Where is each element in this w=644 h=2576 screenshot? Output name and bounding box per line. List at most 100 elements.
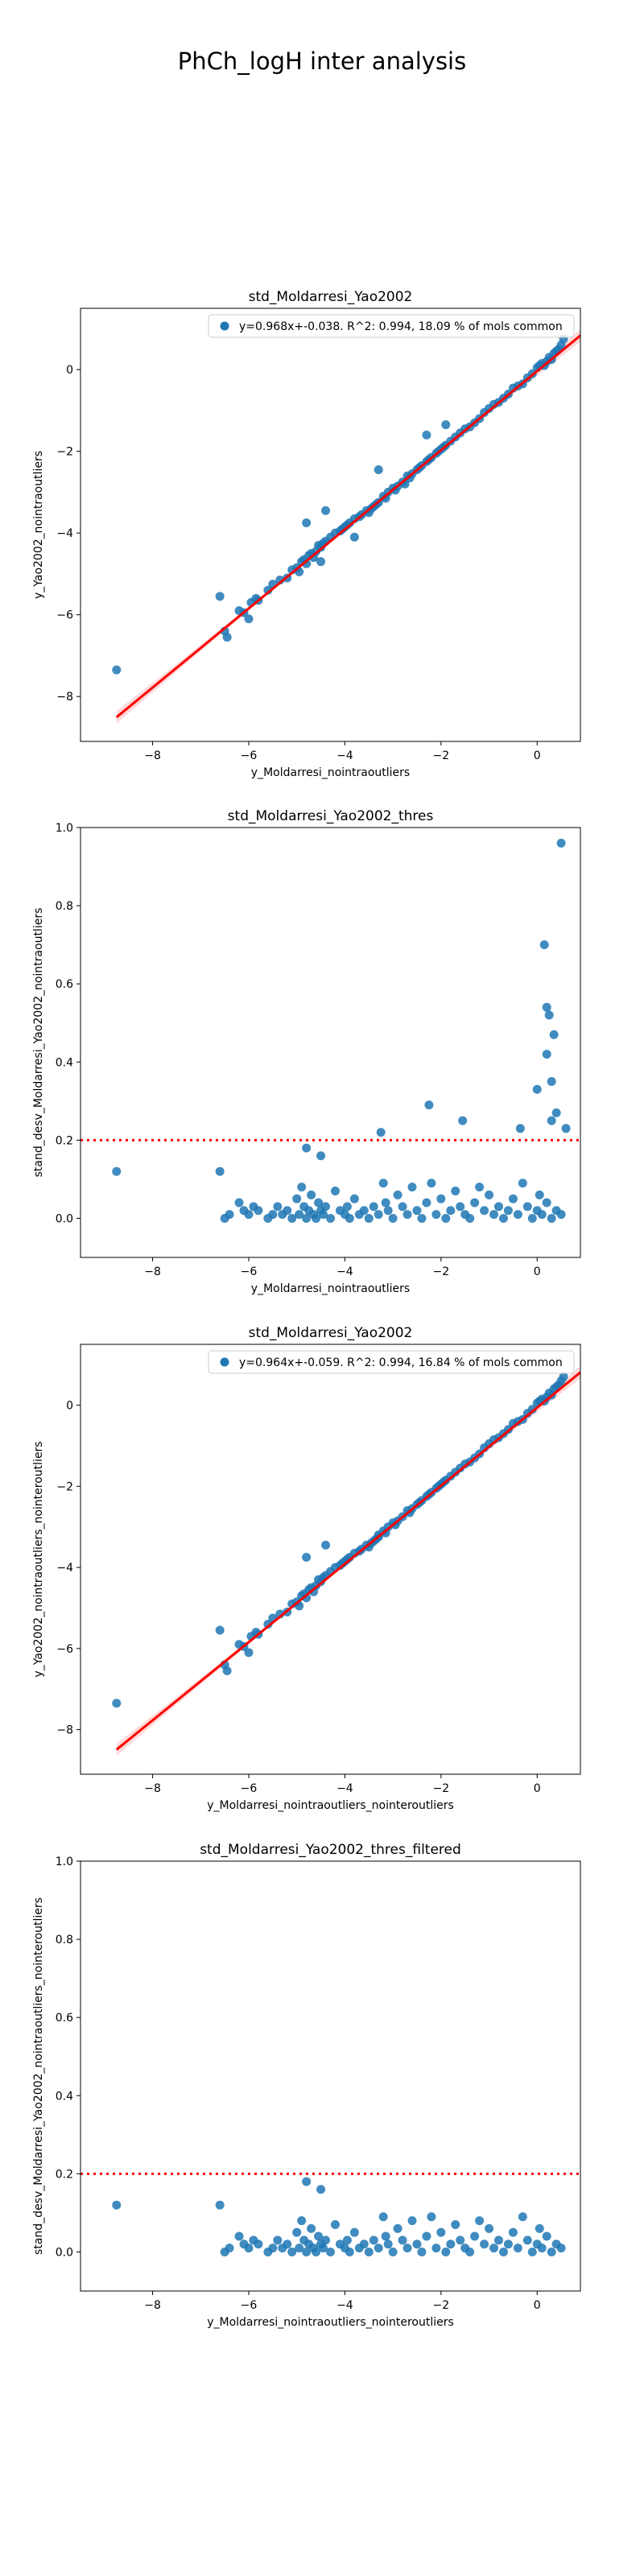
data-point xyxy=(451,2219,460,2229)
x-tick-label: −4 xyxy=(336,2299,353,2312)
data-point xyxy=(302,2177,312,2186)
data-point xyxy=(489,2244,499,2253)
y-tick-label: 0.6 xyxy=(56,978,73,991)
data-point xyxy=(234,2231,244,2241)
y-tick-label: 0.8 xyxy=(56,1934,73,1946)
legend-box xyxy=(208,314,575,338)
data-point xyxy=(547,1116,556,1125)
x-tick-label: −6 xyxy=(241,749,258,762)
data-point xyxy=(542,1050,551,1059)
data-point xyxy=(508,1194,518,1203)
data-point xyxy=(436,2227,446,2237)
data-point xyxy=(547,1077,556,1087)
data-point xyxy=(316,557,326,567)
data-point xyxy=(330,1186,340,1195)
data-point xyxy=(522,2235,532,2245)
y-tick-label: −2 xyxy=(56,446,73,459)
y-tick-label: −8 xyxy=(56,691,73,704)
y-axis-label: stand_desv_Moldarresi_Yao2002_nointraout… xyxy=(32,908,45,1178)
data-point xyxy=(376,1128,386,1137)
data-point xyxy=(456,2235,465,2245)
y-tick-label: −4 xyxy=(56,1562,73,1575)
data-point xyxy=(470,2231,480,2241)
data-point xyxy=(374,2244,383,2253)
data-point xyxy=(407,2216,417,2226)
data-point xyxy=(359,1206,369,1216)
data-point xyxy=(539,940,549,950)
y-tick-label: 0 xyxy=(66,1400,73,1413)
axes-frame xyxy=(80,827,581,1258)
data-point xyxy=(321,2235,331,2245)
data-point xyxy=(412,1206,422,1216)
data-point xyxy=(295,1210,304,1220)
data-point xyxy=(456,1202,465,1212)
x-tick-label: −6 xyxy=(241,2299,258,2312)
data-point xyxy=(112,2200,122,2210)
fit-line xyxy=(115,334,580,719)
data-point xyxy=(498,1213,508,1223)
data-point xyxy=(268,1210,278,1220)
x-tick-label: −8 xyxy=(144,749,161,762)
plot-marks xyxy=(112,329,580,724)
data-point xyxy=(302,1213,312,1223)
data-point xyxy=(244,1648,254,1657)
data-point xyxy=(215,1166,225,1176)
legend: y=0.968x+-0.038. R^2: 0.994, 18.09 % of … xyxy=(208,314,575,338)
data-point xyxy=(312,2247,321,2256)
data-point xyxy=(112,1699,122,1708)
y-tick-label: −6 xyxy=(56,1643,73,1656)
data-point xyxy=(431,2244,441,2253)
data-point xyxy=(314,1198,324,1208)
data-point xyxy=(295,2244,304,2253)
data-point xyxy=(263,1620,273,1629)
data-point xyxy=(458,1116,468,1125)
data-point xyxy=(222,1666,232,1676)
data-point xyxy=(314,2231,324,2241)
x-tick-label: −4 xyxy=(336,1782,353,1795)
plot-marks xyxy=(80,838,580,1223)
data-point xyxy=(321,1540,331,1550)
data-point xyxy=(292,2227,302,2237)
data-point xyxy=(446,2240,456,2249)
y-tick-label: 0.4 xyxy=(56,2090,73,2103)
data-point xyxy=(412,2240,422,2249)
data-point xyxy=(381,1198,390,1208)
data-point xyxy=(112,665,122,675)
y-tick-label: 0.4 xyxy=(56,1056,73,1069)
chart-panel-1: std_Moldarresi_Yao2002 −8 −6 −4 −2 0 −8 −6 −4 −2 0… xyxy=(32,289,581,779)
data-point xyxy=(283,1206,292,1216)
data-point xyxy=(374,1210,383,1220)
data-point xyxy=(297,1183,307,1192)
y-axis-label: stand_desv_Moldarresi_Yao2002_nointraout… xyxy=(32,1897,45,2255)
data-point xyxy=(302,518,312,527)
data-point xyxy=(441,1213,451,1223)
data-point xyxy=(244,2244,254,2253)
chart-title: std_Moldarresi_Yao2002 xyxy=(249,289,413,305)
data-point xyxy=(302,2247,312,2256)
y-axis-label: y_Yao2002_nointraoutliers_nointeroutlier… xyxy=(32,1441,45,1677)
legend: y=0.964x+-0.059. R^2: 0.994, 16.84 % of … xyxy=(208,1350,575,1374)
data-point xyxy=(431,1210,441,1220)
data-point xyxy=(436,1194,446,1203)
x-tick-label: −2 xyxy=(433,2299,450,2312)
data-point xyxy=(522,1202,532,1212)
data-point xyxy=(330,2219,340,2229)
data-point xyxy=(465,1213,475,1223)
data-point xyxy=(513,1210,522,1220)
legend-marker xyxy=(220,1357,229,1367)
data-point xyxy=(349,1194,359,1203)
data-point xyxy=(222,633,232,642)
data-point xyxy=(535,1190,544,1199)
data-point xyxy=(547,2247,556,2256)
data-point xyxy=(503,1206,513,1216)
data-point xyxy=(225,1210,234,1220)
x-tick-label: −2 xyxy=(433,1782,450,1795)
data-point xyxy=(402,1210,412,1220)
data-point xyxy=(417,1213,427,1223)
x-tick-label: −8 xyxy=(144,1782,161,1795)
y-tick-label: −8 xyxy=(56,1724,73,1737)
plot-marks xyxy=(80,2172,580,2256)
y-tick-label: 0.2 xyxy=(56,1134,73,1147)
data-point xyxy=(427,1179,436,1188)
data-point xyxy=(527,1213,537,1223)
